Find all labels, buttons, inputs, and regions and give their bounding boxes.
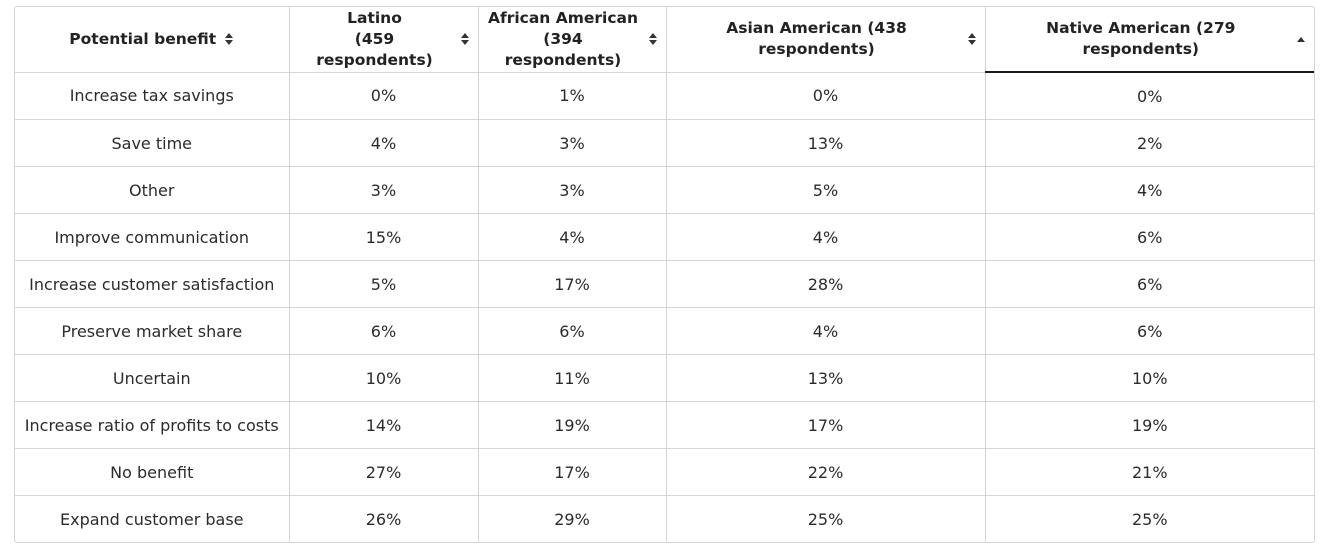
asian-american-cell: 13% <box>666 354 986 402</box>
column-header-latino[interactable]: Latino (459 respondents) <box>289 7 479 73</box>
african-american-cell: 17% <box>478 448 667 496</box>
asian-american-cell: 4% <box>666 307 986 355</box>
column-header-label: African American <box>487 8 639 27</box>
data-table-container: Potential benefit Latino (459 respondent… <box>14 6 1315 543</box>
column-header-sublabel: (459 respondents) <box>316 29 433 69</box>
asian-american-cell: 22% <box>666 448 986 496</box>
latino-cell: 3% <box>289 166 479 214</box>
native-american-cell: 4% <box>985 166 1314 214</box>
latino-cell: 15% <box>289 213 479 261</box>
benefit-cell: Increase tax savings <box>15 72 290 120</box>
native-american-cell: 0% <box>985 72 1314 120</box>
asian-american-cell: 25% <box>666 495 986 542</box>
column-header-asian-american[interactable]: Asian American (438 respondents) <box>666 7 986 73</box>
african-american-cell: 4% <box>478 213 667 261</box>
latino-cell: 10% <box>289 354 479 402</box>
latino-cell: 26% <box>289 495 479 542</box>
latino-cell: 4% <box>289 119 479 167</box>
asian-american-cell: 4% <box>666 213 986 261</box>
benefit-cell: No benefit <box>15 448 290 496</box>
table-row: Preserve market share 6% 6% 4% 6% <box>15 307 1314 355</box>
benefit-cell: Save time <box>15 119 290 167</box>
benefit-cell: Preserve market share <box>15 307 290 355</box>
table-body: Increase tax savings 0% 1% 0% 0% Save time 4% 3… <box>15 72 1314 542</box>
african-american-cell: 29% <box>478 495 667 542</box>
column-header-label: Native American (279 respondents) <box>1046 19 1236 58</box>
latino-cell: 27% <box>289 448 479 496</box>
table-row: Increase tax savings 0% 1% 0% 0% <box>15 72 1314 120</box>
benefit-cell: Expand customer base <box>15 495 290 542</box>
benefit-cell: Other <box>15 166 290 214</box>
african-american-cell: 6% <box>478 307 667 355</box>
table-row: Uncertain 10% 11% 13% 10% <box>15 354 1314 402</box>
native-american-cell: 19% <box>985 401 1314 449</box>
native-american-cell: 25% <box>1131 509 1168 529</box>
header-row: Potential benefit Latino (459 respondent… <box>15 7 1314 73</box>
table-row: Other 3% 3% 5% 4% <box>15 166 1314 214</box>
african-american-cell: 3% <box>478 119 667 167</box>
column-header-sublabel: (394 respondents) <box>504 29 622 69</box>
asian-american-cell: 17% <box>666 401 986 449</box>
latino-cell: 5% <box>289 260 479 308</box>
asian-american-cell: 28% <box>666 260 986 308</box>
african-american-cell: 11% <box>478 354 667 402</box>
native-american-cell: 2% <box>985 119 1314 167</box>
table-row: Expand customer base 26% 29% 25% 25% <box>15 495 1314 542</box>
sort-both-icon[interactable] <box>460 33 470 46</box>
native-american-cell: 10% <box>985 354 1314 402</box>
asian-american-cell: 5% <box>666 166 986 214</box>
benefit-cell: Increase ratio of profits to costs <box>15 401 290 449</box>
benefit-cell: Increase customer satisfaction <box>15 260 290 308</box>
table-row: No benefit 27% 17% 22% 21% <box>15 448 1314 496</box>
african-american-cell: 3% <box>478 166 667 214</box>
native-american-cell: 6% <box>985 260 1314 308</box>
native-american-cell: 6% <box>985 307 1314 355</box>
native-american-cell: 6% <box>985 213 1314 261</box>
sort-ascending-icon[interactable] <box>1296 36 1306 42</box>
column-header-native-american[interactable]: Native American (279 respondents) <box>985 7 1314 73</box>
latino-cell: 6% <box>289 307 479 355</box>
african-american-cell: 19% <box>478 401 667 449</box>
table-row: Improve communication 15% 4% 4% 6% <box>15 213 1314 261</box>
column-header-label: Asian American (438 respondents) <box>726 19 907 59</box>
native-american-cell: 21% <box>985 448 1314 496</box>
benefits-table: Potential benefit Latino (459 respondent… <box>15 7 1314 542</box>
african-american-cell: 1% <box>478 72 667 120</box>
column-header-label: Latino <box>347 8 402 27</box>
table-row: Increase ratio of profits to costs 14% 19%… <box>15 401 1314 449</box>
table-row: Save time 4% 3% 13% 2% <box>15 119 1314 167</box>
benefit-cell: Improve communication <box>15 213 290 261</box>
african-american-cell: 17% <box>478 260 667 308</box>
table-row: Increase customer satisfaction 5% 17% 28% 6% <box>15 260 1314 308</box>
latino-cell: 0% <box>289 72 479 120</box>
column-header-african-american[interactable]: African American (394 respondents) <box>478 7 667 73</box>
latino-cell: 14% <box>289 401 479 449</box>
column-header-label: Potential benefit <box>69 29 217 48</box>
column-header-potential-benefit[interactable]: Potential benefit <box>15 7 290 73</box>
sort-both-icon[interactable] <box>648 33 658 46</box>
sort-both-icon[interactable] <box>967 33 977 46</box>
asian-american-cell: 0% <box>666 72 986 120</box>
benefit-cell: Uncertain <box>15 354 290 402</box>
sort-both-icon[interactable] <box>224 33 234 46</box>
asian-american-cell: 13% <box>666 119 986 167</box>
